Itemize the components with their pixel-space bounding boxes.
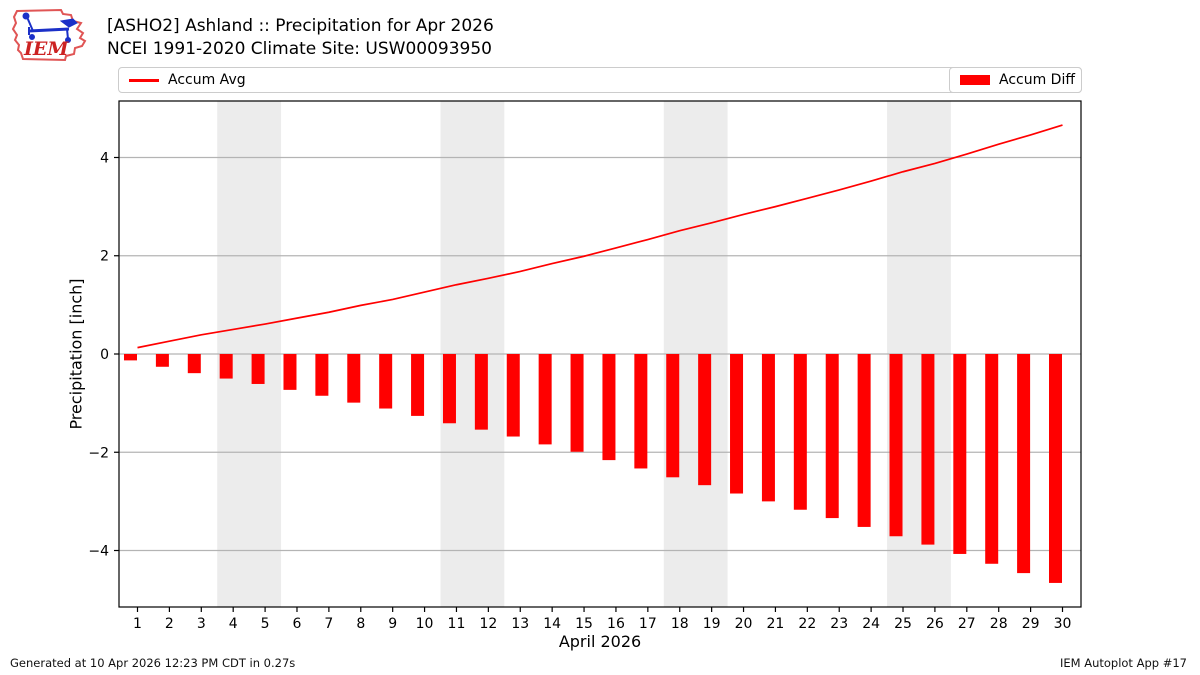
x-tick-label: 27 [958, 616, 976, 632]
x-tick-label: 13 [511, 616, 529, 632]
x-tick-label: 23 [830, 616, 848, 632]
x-tick-label: 21 [767, 616, 785, 632]
x-tick-label: 26 [926, 616, 944, 632]
y-tick-label: −2 [88, 445, 109, 461]
bar-day-8 [347, 354, 361, 403]
y-tick-label: 4 [100, 150, 109, 166]
title-block: [ASHO2] Ashland :: Precipitation for Apr… [107, 15, 494, 61]
x-tick-label: 9 [388, 616, 397, 632]
x-tick-label: 30 [1054, 616, 1072, 632]
bar-day-20 [730, 354, 744, 494]
accum-avg-line [137, 124, 1063, 349]
x-tick-label: 24 [862, 616, 880, 632]
y-axis-label: Precipitation [inch] [66, 278, 86, 430]
y-tick-label: 0 [100, 347, 109, 363]
x-tick-label: 16 [607, 616, 625, 632]
x-tick-label: 17 [639, 616, 657, 632]
x-tick-label: 7 [324, 616, 333, 632]
app-credit: IEM Autoplot App #17 [1059, 656, 1187, 670]
bar-day-25 [889, 354, 903, 537]
x-tick-label: 12 [479, 616, 497, 632]
bar-day-3 [187, 354, 201, 374]
legend-accum-avg: Accum Avg [118, 67, 1082, 93]
chart-title: [ASHO2] Ashland :: Precipitation for Apr… [107, 16, 494, 36]
bar-day-28 [985, 354, 999, 564]
bar-day-4 [219, 354, 233, 379]
bar-day-14 [538, 354, 552, 445]
legend-accum-diff: Accum Diff [949, 67, 1082, 93]
y-tick-label: −4 [88, 544, 109, 560]
bar-day-12 [474, 354, 488, 430]
bar-day-30 [1049, 354, 1062, 583]
x-tick-label: 4 [229, 616, 238, 632]
x-axis-label: April 2026 [558, 632, 642, 651]
x-tick-label: 14 [543, 616, 561, 632]
weathervane-icon [22, 12, 78, 43]
bar-day-29 [1017, 354, 1031, 574]
bar-day-6 [283, 354, 297, 390]
x-tick-label: 15 [575, 616, 593, 632]
bar-day-17 [634, 354, 648, 469]
bar-day-13 [506, 354, 520, 437]
generated-timestamp: Generated at 10 Apr 2026 12:23 PM CDT in… [10, 656, 296, 670]
bar-day-7 [315, 354, 329, 396]
bar-day-23 [825, 354, 839, 519]
x-tick-label: 6 [293, 616, 302, 632]
x-tick-label: 3 [197, 616, 206, 632]
x-tick-label: 28 [990, 616, 1008, 632]
bar-day-24 [857, 354, 871, 527]
bar-day-9 [379, 354, 393, 409]
x-tick-label: 1 [133, 616, 142, 632]
bar-day-2 [155, 354, 169, 367]
bar-day-19 [698, 354, 712, 486]
bar-day-15 [570, 354, 584, 452]
x-tick-label: 8 [356, 616, 365, 632]
legend-accum-avg-label: Accum Avg [168, 72, 246, 88]
x-tick-label: 22 [798, 616, 816, 632]
bar-day-5 [251, 354, 265, 384]
chart-subtitle: NCEI 1991-2020 Climate Site: USW00093950 [107, 39, 492, 59]
bar-day-10 [411, 354, 425, 416]
x-tick-label: 2 [165, 616, 174, 632]
bar-day-11 [442, 354, 456, 424]
x-tick-label: 11 [448, 616, 466, 632]
bar-day-21 [761, 354, 775, 502]
bar-day-18 [666, 354, 680, 478]
legend-accum-diff-label: Accum Diff [999, 72, 1076, 88]
x-tick-label: 19 [703, 616, 721, 632]
iem-logo: IEM [11, 8, 87, 62]
bar-day-27 [953, 354, 967, 554]
bar-day-16 [602, 354, 616, 461]
x-tick-label: 18 [671, 616, 689, 632]
x-tick-label: 10 [416, 616, 434, 632]
x-tick-label: 20 [735, 616, 753, 632]
logo-wordmark: IEM [23, 38, 69, 60]
bar-day-22 [793, 354, 807, 510]
accum-avg-line-swatch-icon [129, 78, 159, 82]
accum-diff-bar-swatch-icon [960, 75, 990, 85]
x-tick-label: 29 [1022, 616, 1040, 632]
bar-day-1 [124, 354, 137, 361]
bar-day-26 [921, 354, 935, 545]
x-tick-label: 5 [261, 616, 270, 632]
y-tick-label: 2 [100, 249, 109, 265]
x-tick-label: 25 [894, 616, 912, 632]
